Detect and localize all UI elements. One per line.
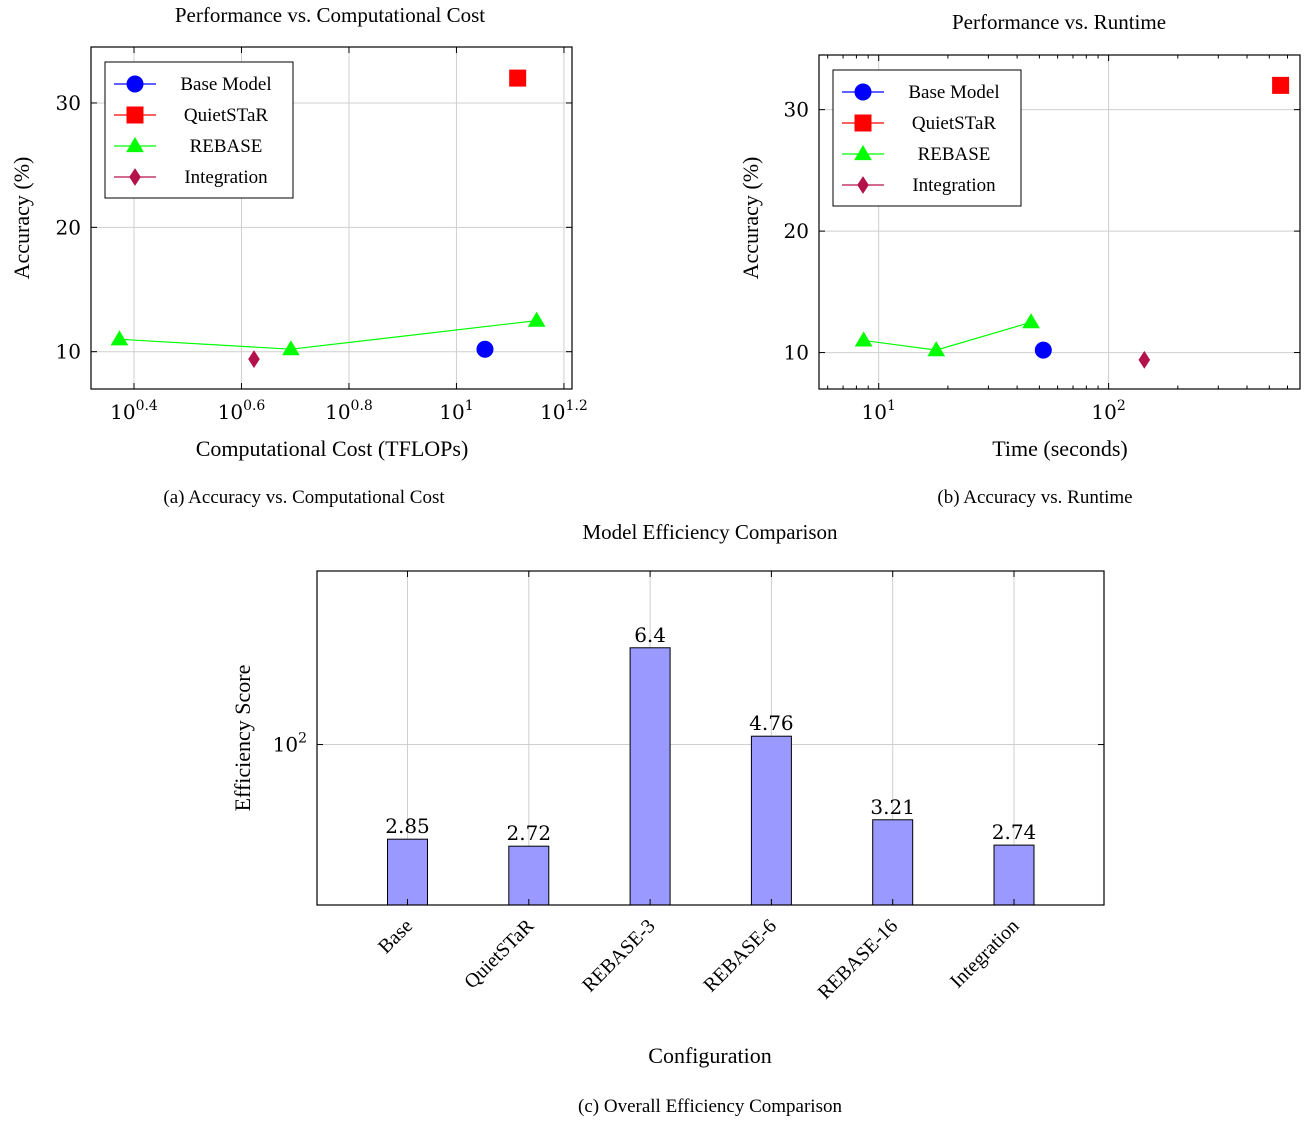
chart-efficiency-bars: Model Efficiency Comparison 2.85 2.72 6.4 4… <box>230 520 1105 1117</box>
chart-a-ylabel: Accuracy (%) <box>9 157 34 280</box>
chart-b-xlabel: Time (seconds) <box>992 436 1127 461</box>
chart-a-xlabel: Computational Cost (TFLOPs) <box>196 436 469 461</box>
legend-label: Base Model <box>908 82 999 103</box>
legend-marker-base-model <box>854 83 872 101</box>
legend-marker-integration <box>129 168 141 186</box>
point-rebase <box>854 331 873 347</box>
x-tick-label: 100.8 <box>325 398 373 424</box>
bar-value-label: 3.21 <box>870 795 915 819</box>
chart-c-ylabel: Efficiency Score <box>230 665 255 812</box>
chart-c-title: Model Efficiency Comparison <box>582 520 838 544</box>
point-integration <box>248 350 260 369</box>
legend-label: Base Model <box>180 74 271 95</box>
legend-label: REBASE <box>190 136 263 157</box>
bar-integration <box>993 844 1035 906</box>
bar-quietstar <box>508 845 550 906</box>
chart-c-caption: (c) Overall Efficiency Comparison <box>578 1096 842 1117</box>
x-tick-label: 100.6 <box>218 398 266 424</box>
x-tick-label: 100.4 <box>110 398 158 424</box>
point-quietstar <box>1272 76 1290 94</box>
category-label: REBASE-16 <box>814 915 903 1004</box>
y-tick-label: 20 <box>56 215 81 239</box>
chart-accuracy-vs-cost: Performance vs. Computational Cost 10 20 3… <box>9 3 588 508</box>
chart-b-ylabel: Accuracy (%) <box>738 157 763 280</box>
legend-marker-quietstar <box>126 106 144 124</box>
chart-a-caption: (a) Accuracy vs. Computational Cost <box>163 487 445 508</box>
x-tick-label: 101 <box>439 398 473 424</box>
category-label: Base <box>374 915 417 958</box>
y-tick-label: 102 <box>273 731 307 757</box>
legend-marker-rebase <box>126 137 144 153</box>
chart-accuracy-vs-runtime: Performance vs. Runtime 10 20 30 101 102 Bas… <box>738 10 1301 508</box>
point-rebase <box>527 311 546 327</box>
chart-b-frame <box>818 54 1301 390</box>
y-tick-label: 30 <box>56 91 81 115</box>
bar-value-label: 6.4 <box>634 623 666 647</box>
bar-rebase-16 <box>872 819 914 906</box>
point-base-model <box>1034 341 1052 359</box>
legend-label: QuietSTaR <box>184 105 268 126</box>
y-tick-label: 30 <box>784 98 809 122</box>
y-tick-label: 10 <box>56 340 81 364</box>
chart-c-xlabel: Configuration <box>648 1043 771 1068</box>
chart-b-legend: Base Model QuietSTaR REBASE Integration <box>832 69 1022 207</box>
chart-a-legend: Base Model QuietSTaR REBASE Integration <box>104 61 294 199</box>
bar-value-label: 4.76 <box>749 711 794 735</box>
bar-value-label: 2.74 <box>992 820 1037 844</box>
chart-c-frame <box>316 570 1105 906</box>
x-tick-label: 102 <box>1091 398 1125 424</box>
bar-rebase-3 <box>629 647 671 906</box>
point-integration <box>1138 350 1151 369</box>
legend-label: Integration <box>912 175 996 196</box>
y-tick-label: 20 <box>784 219 809 243</box>
category-label: REBASE-3 <box>578 915 660 997</box>
series-line-rebase <box>119 320 537 350</box>
legend-marker-integration <box>857 176 869 194</box>
category-label: Integration <box>946 915 1024 993</box>
bar-base <box>387 838 428 906</box>
legend-marker-rebase <box>854 145 872 161</box>
legend-label: Integration <box>184 167 268 188</box>
bar-value-label: 2.72 <box>507 821 552 845</box>
point-rebase <box>282 340 300 356</box>
chart-b-title: Performance vs. Runtime <box>952 10 1166 34</box>
point-quietstar <box>509 69 527 87</box>
point-rebase <box>110 330 129 346</box>
legend-marker-quietstar <box>854 114 872 132</box>
x-tick-label: 101 <box>862 398 896 424</box>
y-tick-label: 10 <box>784 341 809 365</box>
chart-b-caption: (b) Accuracy vs. Runtime <box>937 487 1132 508</box>
legend-marker-base-model <box>126 75 144 93</box>
point-base-model <box>476 340 494 358</box>
legend-label: QuietSTaR <box>912 113 996 134</box>
category-label: REBASE-6 <box>699 915 781 997</box>
point-rebase <box>1022 313 1040 329</box>
category-label: QuietSTaR <box>460 915 539 994</box>
x-tick-label: 101.2 <box>540 398 588 424</box>
bar-rebase-6 <box>750 735 792 906</box>
legend-label: REBASE <box>918 144 991 165</box>
series-line-rebase <box>863 321 1032 351</box>
chart-a-frame <box>90 46 573 390</box>
point-rebase <box>927 341 946 357</box>
chart-a-title: Performance vs. Computational Cost <box>175 3 485 27</box>
bar-value-label: 2.85 <box>385 814 430 838</box>
